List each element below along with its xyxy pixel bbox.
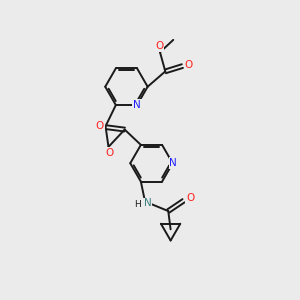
Text: N: N [133,100,141,110]
Text: H: H [134,200,140,209]
Text: O: O [96,121,104,131]
Text: O: O [186,194,194,203]
Text: O: O [155,41,164,51]
Text: N: N [144,198,152,208]
Text: O: O [105,148,113,158]
Text: O: O [185,61,193,70]
Text: N: N [169,158,177,168]
